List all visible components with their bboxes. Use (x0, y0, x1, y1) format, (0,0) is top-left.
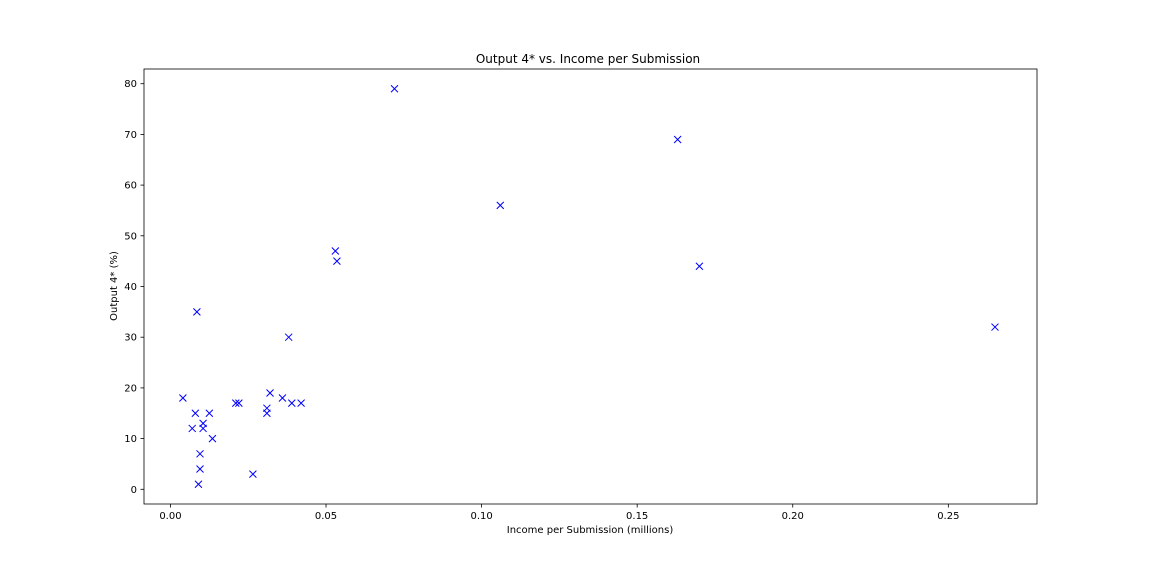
data-point (991, 323, 999, 331)
x-tick-label: 0.00 (159, 511, 181, 522)
data-point (249, 470, 257, 478)
x-tick-label: 0.20 (782, 511, 804, 522)
x-axis-label: Income per Submission (millions) (507, 525, 674, 536)
plot-area (144, 69, 1037, 504)
data-point (191, 409, 200, 418)
data-point (297, 399, 305, 407)
plot-frame (143, 68, 1038, 505)
data-point (196, 465, 204, 473)
data-point (179, 394, 187, 402)
y-tick-label: 0 (131, 485, 137, 496)
y-tick-label: 70 (124, 130, 137, 141)
data-point (193, 307, 201, 316)
data-point (231, 399, 240, 407)
y-tick-label: 40 (124, 282, 137, 293)
y-axis-label: Output 4* (%) (109, 251, 120, 321)
data-point (208, 434, 217, 443)
y-tick-label: 30 (124, 333, 137, 344)
data-point (390, 84, 399, 93)
x-tick-label: 0.25 (937, 511, 959, 522)
data-point (695, 262, 704, 271)
data-point (331, 247, 340, 255)
data-point (266, 389, 274, 397)
data-point (284, 333, 293, 342)
x-axis-ticks: 0.00 0.05 0.10 0.15 0.20 0.25 (159, 504, 959, 522)
data-point (188, 424, 197, 433)
y-tick-label: 60 (124, 181, 137, 192)
data-point (199, 424, 207, 433)
x-tick-label: 0.05 (315, 511, 337, 522)
data-point (278, 394, 287, 402)
data-point (287, 399, 296, 407)
y-tick-label: 20 (124, 383, 137, 394)
y-tick-label: 10 (124, 434, 137, 445)
data-point (196, 449, 204, 458)
data-point (673, 135, 682, 144)
data-point (194, 480, 203, 489)
y-axis-ticks: 0 10 20 30 40 50 60 70 80 (124, 79, 144, 496)
chart-title: Output 4* vs. Income per Submission (476, 52, 700, 66)
data-point (333, 257, 341, 266)
y-tick-label: 50 (124, 231, 137, 242)
x-tick-label: 0.15 (626, 511, 648, 522)
data-point (263, 409, 271, 418)
data-point (235, 399, 243, 407)
y-tick-label: 80 (124, 79, 137, 90)
data-point (205, 409, 214, 418)
x-tick-label: 0.10 (470, 511, 492, 522)
data-points (179, 84, 999, 489)
data-point (496, 201, 505, 210)
